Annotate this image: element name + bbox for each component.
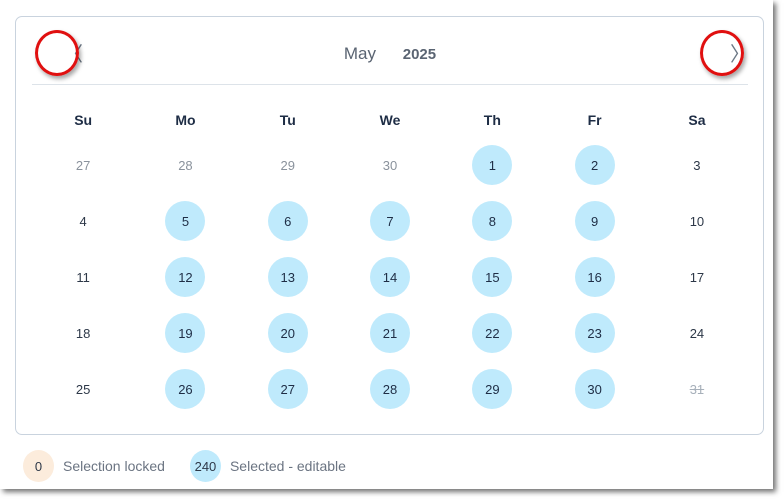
weekday-header: We [379,112,401,128]
day-cell[interactable]: 14 [339,249,441,305]
day-number: 7 [370,201,411,241]
day-cell[interactable]: 4 [32,193,134,249]
day-cell[interactable]: 30 [339,137,441,193]
day-number: 13 [267,257,308,297]
day-cell[interactable]: 27 [237,361,339,417]
legend: 0 Selection locked 240 Selected - editab… [23,450,371,482]
day-number: 31 [689,381,705,397]
day-grid: Su Mo Tu We Th Fr Sa 27 28 29 30 1 2 3 4 5 6 7 8 9 10 11 12 13 1… [32,103,748,417]
day-number: 22 [472,313,513,353]
day-cell[interactable]: 24 [646,305,748,361]
day-number: 18 [75,325,91,341]
window: 〈 May 2025 〉 Su Mo Tu We Th Fr Sa 27 28 29 30 1 2 3 4 5… [15,16,764,482]
day-cell[interactable]: 29 [237,137,339,193]
day-number: 29 [472,369,513,409]
day-cell[interactable]: 19 [134,305,236,361]
day-cell[interactable]: 21 [339,305,441,361]
day-number: 24 [689,325,705,341]
day-number: 5 [165,201,206,241]
weekday-header: Su [74,112,93,128]
day-cell[interactable]: 11 [32,249,134,305]
day-cell[interactable]: 15 [441,249,543,305]
day-number: 26 [165,369,206,409]
day-number: 11 [76,269,90,285]
day-cell[interactable]: 1 [441,137,543,193]
day-cell[interactable]: 27 [32,137,134,193]
editable-count-badge: 240 [189,450,221,482]
weekday-header: Th [483,112,501,128]
day-cell[interactable]: 23 [543,305,645,361]
day-cell[interactable]: 5 [134,193,236,249]
day-number: 23 [574,313,615,353]
editable-label: Selected - editable [229,458,346,474]
day-cell[interactable]: 30 [543,361,645,417]
day-cell[interactable]: 2 [543,137,645,193]
locked-label: Selection locked [63,458,165,474]
day-number: 17 [689,269,705,285]
day-number: 27 [75,157,91,173]
calendar-header: 〈 May 2025 〉 [32,17,750,85]
day-cell[interactable]: 8 [441,193,543,249]
chevron-right-icon: 〉 [730,43,750,66]
day-cell[interactable]: 26 [134,361,236,417]
weekday-header: Mo [175,112,196,128]
day-cell[interactable]: 12 [134,249,236,305]
weekday-header: Sa [688,112,706,128]
day-cell[interactable]: 9 [543,193,645,249]
day-number: 29 [280,157,295,173]
day-number: 10 [689,213,705,229]
day-cell[interactable]: 17 [646,249,748,305]
day-number: 14 [370,257,411,297]
next-month-button[interactable]: 〉 [723,35,757,69]
month-label[interactable]: May [343,44,376,63]
day-cell[interactable]: 29 [441,361,543,417]
year-label[interactable]: 2025 [402,46,437,63]
day-number: 1 [472,145,513,185]
day-number: 2 [574,145,615,185]
day-cell[interactable]: 22 [441,305,543,361]
day-cell[interactable]: 18 [32,305,134,361]
day-number: 19 [165,313,206,353]
day-number: 30 [382,157,398,173]
day-cell[interactable]: 6 [237,193,339,249]
day-number: 20 [267,313,308,353]
day-cell[interactable]: 16 [543,249,645,305]
day-number: 12 [165,257,206,297]
day-number: 21 [370,313,411,353]
day-number: 16 [574,257,615,297]
day-number: 15 [472,257,513,297]
day-number: 30 [574,369,615,409]
weekday-header: Tu [279,112,296,128]
day-cell[interactable]: 7 [339,193,441,249]
day-number: 28 [178,157,193,173]
day-number: 28 [370,369,411,409]
day-number: 6 [267,201,308,241]
day-cell[interactable]: 25 [32,361,134,417]
day-number: 9 [574,201,615,241]
day-number: 27 [267,369,308,409]
month-year-title: May 2025 [32,44,748,64]
calendar: 〈 May 2025 〉 Su Mo Tu We Th Fr Sa 27 28 29 30 1 2 3 4 5… [15,16,764,435]
locked-count-badge: 0 [23,450,54,482]
day-cell[interactable]: 10 [646,193,748,249]
day-number: 25 [75,381,91,397]
day-cell[interactable]: 3 [646,137,748,193]
day-cell[interactable]: 28 [339,361,441,417]
weekday-header: Fr [587,112,602,128]
day-cell[interactable]: 28 [134,137,236,193]
day-cell[interactable]: 20 [237,305,339,361]
day-cell: 31 [646,361,748,417]
day-number: 8 [472,201,513,241]
day-cell[interactable]: 13 [237,249,339,305]
day-number: 4 [79,213,87,229]
day-number: 3 [693,157,701,173]
